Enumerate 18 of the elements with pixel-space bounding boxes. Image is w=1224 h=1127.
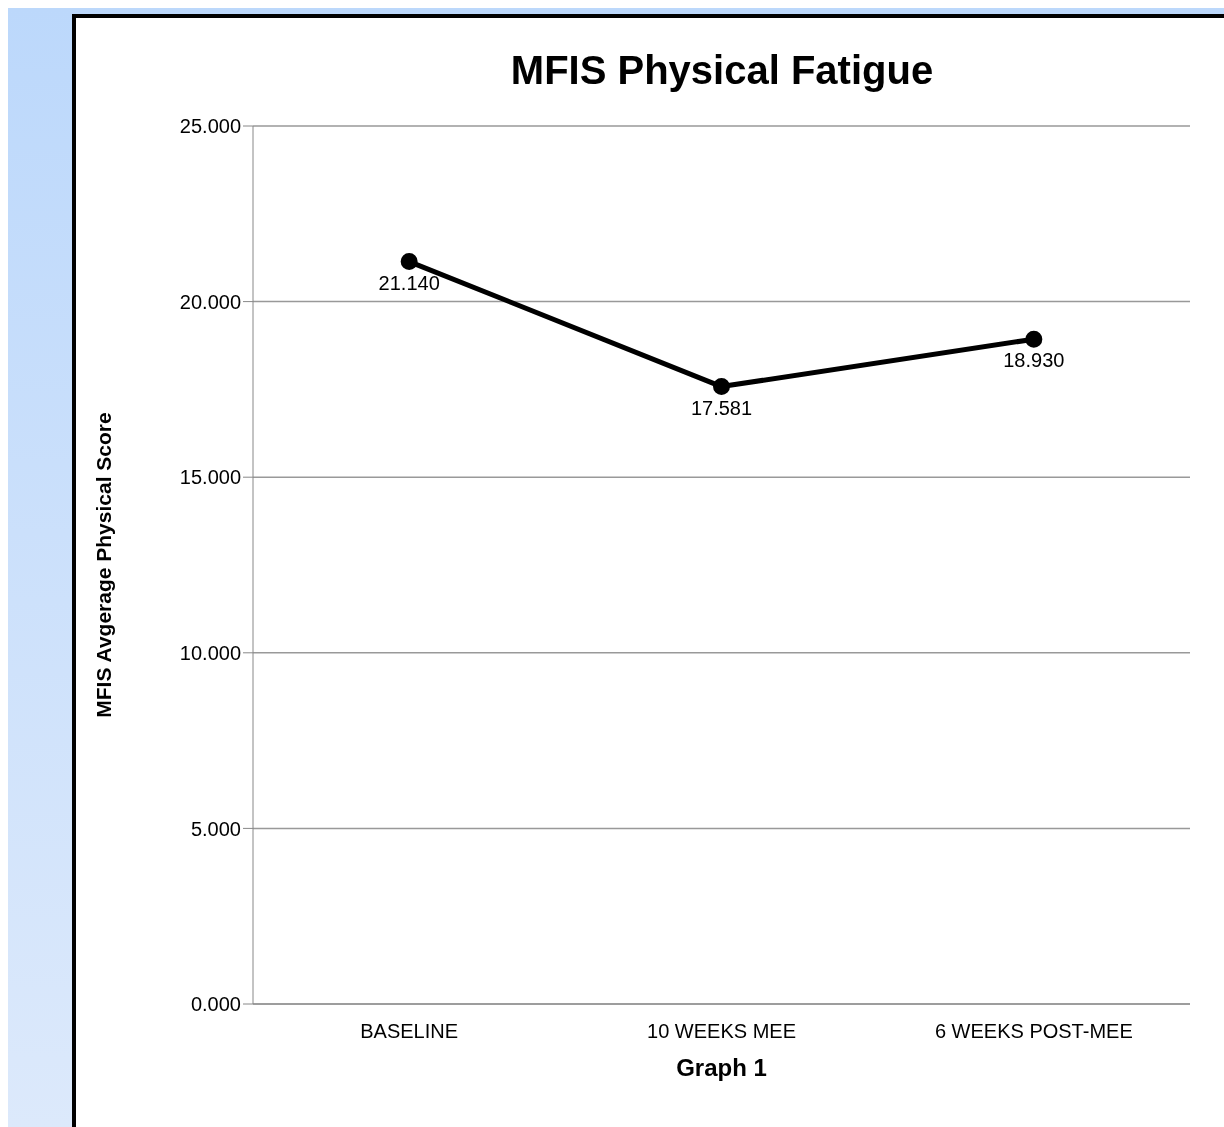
data-label: 18.930 xyxy=(1003,349,1065,372)
y-tick-label: 20.000 xyxy=(179,290,241,313)
y-tick-label: 15.000 xyxy=(179,466,241,489)
data-label: 21.140 xyxy=(378,271,440,294)
data-label: 17.581 xyxy=(690,396,753,419)
x-axis-title: Graph 1 xyxy=(676,1054,767,1081)
y-tick-label: 10.000 xyxy=(179,641,241,664)
point xyxy=(400,253,418,271)
y-axis-title: MFIS Avgerage Physical Score xyxy=(92,412,116,718)
y-tick-label: 25.000 xyxy=(179,115,241,138)
x-tick-label: BASELINE xyxy=(360,1020,459,1043)
point xyxy=(1025,330,1043,348)
chart-title: MFIS Physical Fatigue xyxy=(509,48,935,94)
y-tick-label: 0.000 xyxy=(190,993,241,1016)
x-tick-label: 10 WEEKS MEE xyxy=(647,1020,796,1043)
x-tick-label: 6 WEEKS POST-MEE xyxy=(934,1020,1133,1043)
y-tick-label: 5.000 xyxy=(190,817,241,840)
point xyxy=(713,378,730,396)
